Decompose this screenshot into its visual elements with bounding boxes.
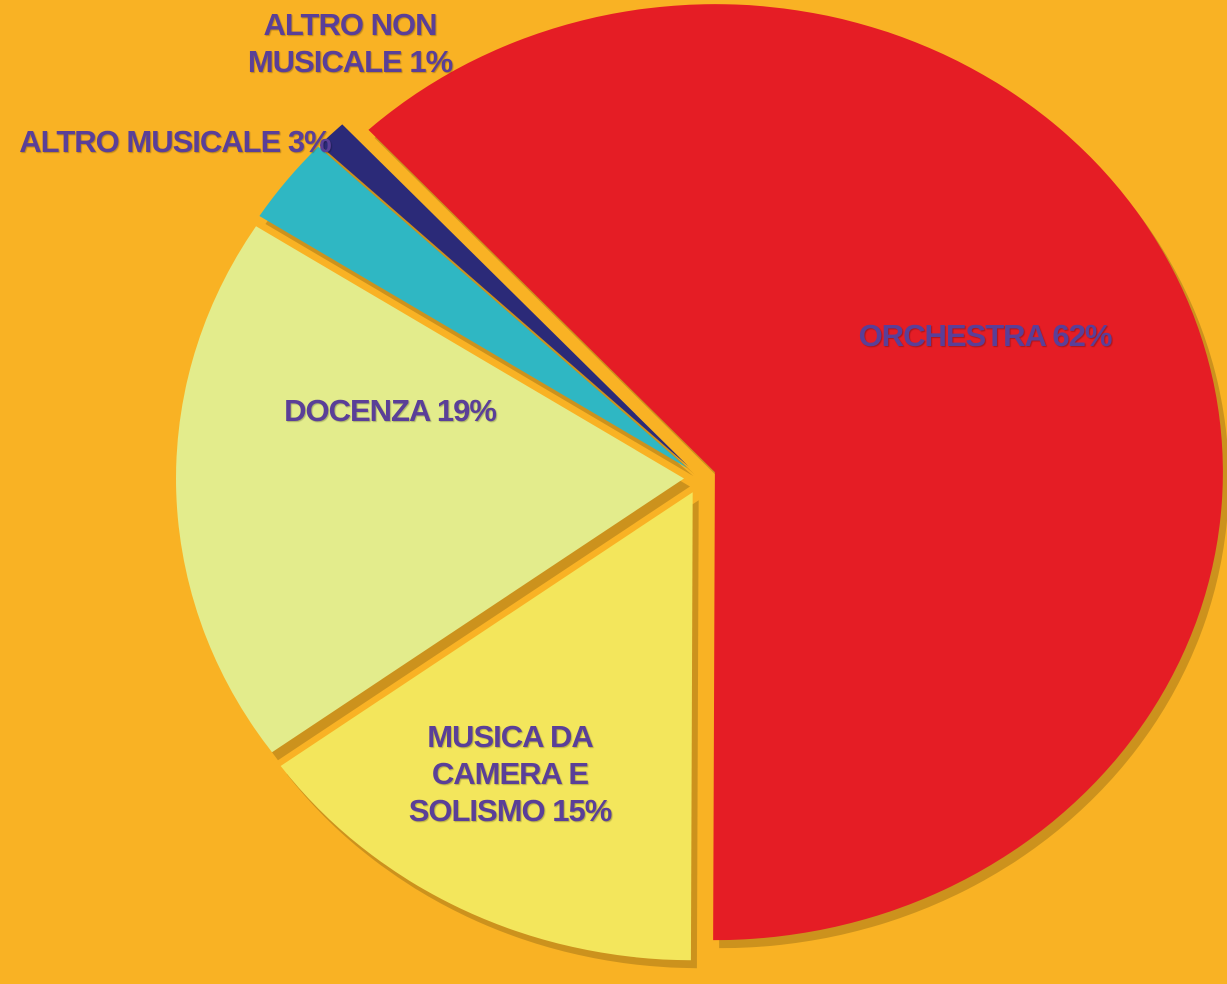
category-label: ALTRO NON MUSICALE xyxy=(247,7,438,79)
value-label: 3% xyxy=(287,124,332,159)
pie-slice xyxy=(319,124,689,467)
value-label: 62% xyxy=(1052,318,1112,353)
category-label: MUSICA DA CAMERA E SOLISMO xyxy=(408,719,594,828)
slice-label: MUSICA DA CAMERA E SOLISMO 15% xyxy=(380,718,640,829)
pie-slice xyxy=(259,146,688,469)
slice-label: ORCHESTRA 62% xyxy=(800,317,1170,354)
category-label: ORCHESTRA xyxy=(858,318,1046,353)
category-label: DOCENZA xyxy=(284,393,430,428)
pie-slice xyxy=(368,4,1223,941)
slice-label: DOCENZA 19% xyxy=(230,392,550,429)
slice-label: ALTRO NON MUSICALE 1% xyxy=(215,6,485,80)
category-label: ALTRO MUSICALE xyxy=(19,124,281,159)
value-label: 19% xyxy=(436,393,497,428)
pie-slice xyxy=(176,226,685,753)
value-label: 1% xyxy=(409,44,453,79)
slice-label: ALTRO MUSICALE 3% xyxy=(10,123,340,160)
pie-slice xyxy=(280,492,693,961)
value-label: 15% xyxy=(552,793,612,828)
